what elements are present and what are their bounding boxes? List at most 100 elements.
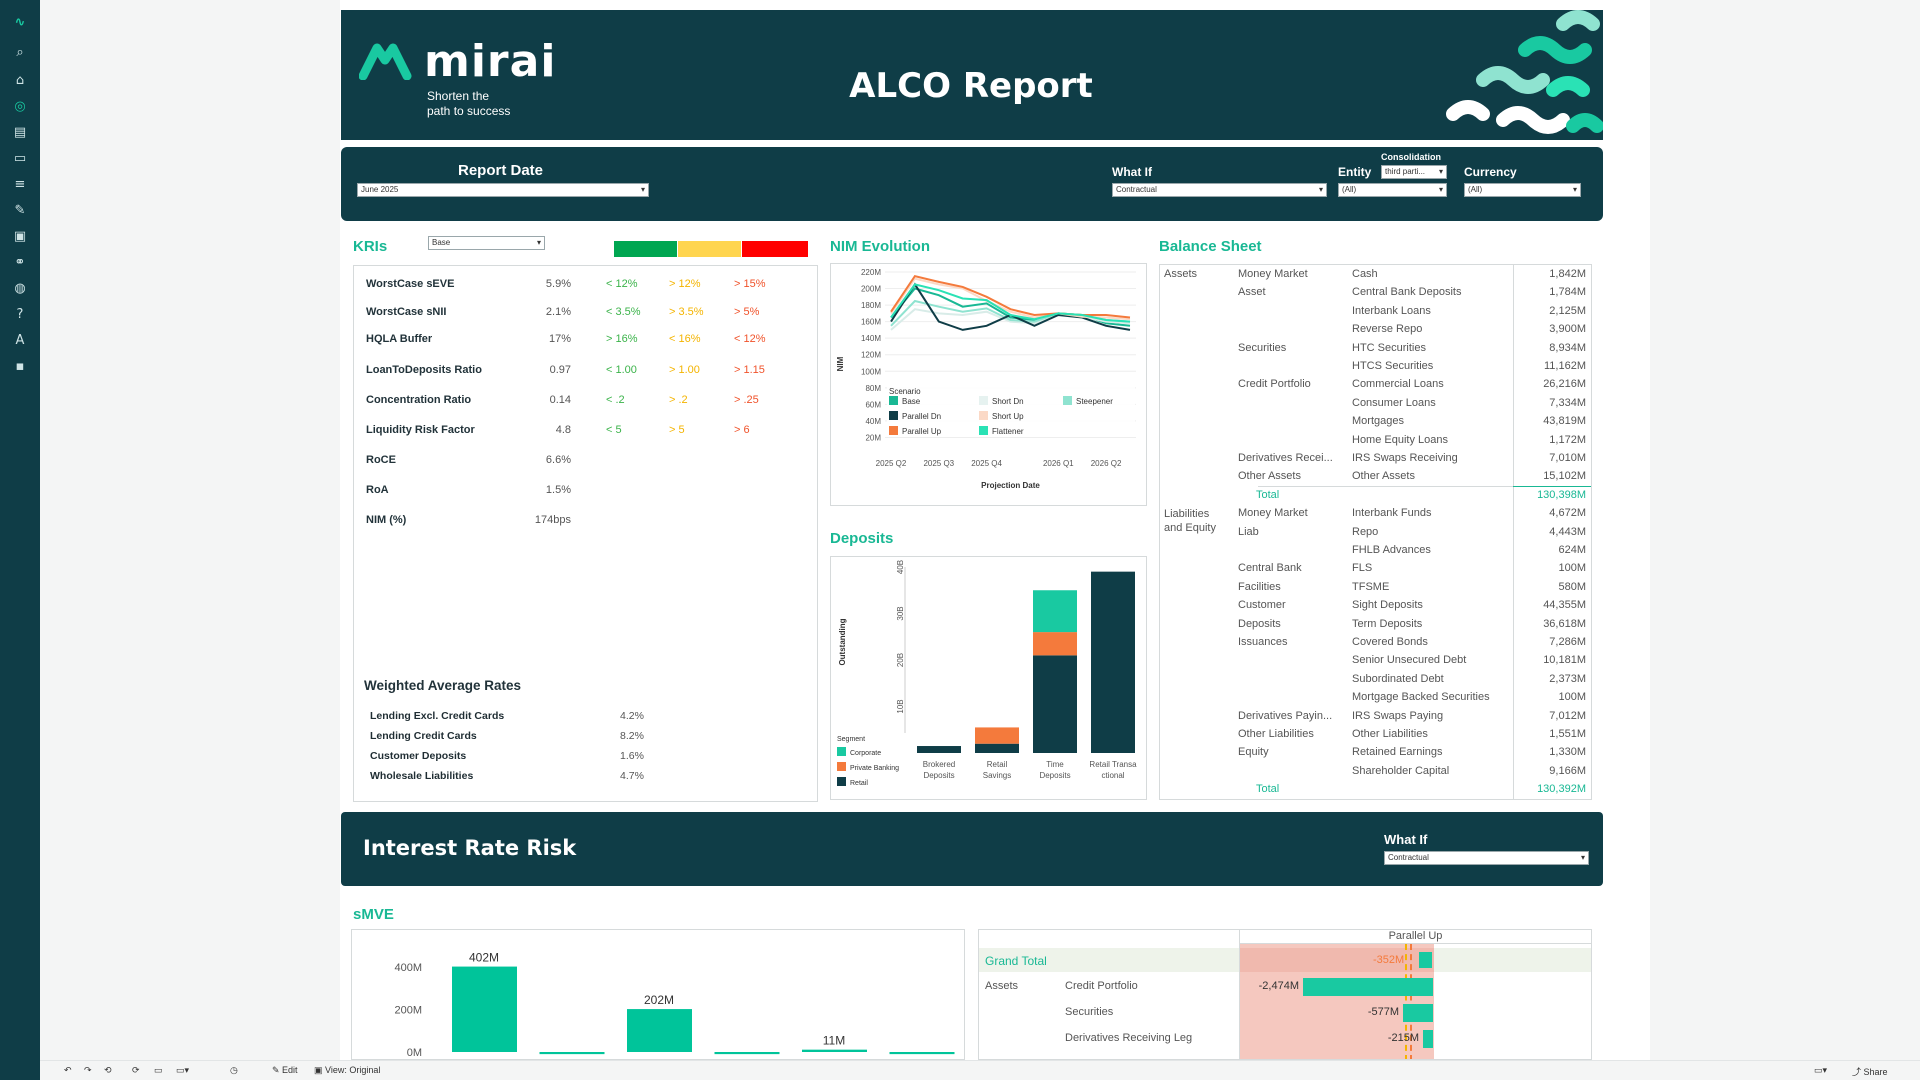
mirai-logo-icon[interactable]: ∿ (14, 15, 26, 30)
bs-value: 43,819M (1543, 415, 1586, 428)
reports-icon[interactable]: ≡ (14, 177, 26, 192)
help-icon[interactable]: ? (16, 307, 24, 322)
irr-row-name: Securities (1065, 1006, 1114, 1018)
nim-x-tick: 2026 Q2 (1091, 459, 1122, 468)
pause-icon[interactable]: ▭ (154, 1065, 163, 1075)
bs-item: Retained Earnings (1352, 746, 1443, 759)
smve-title: sMVE (353, 906, 394, 923)
kri-row: Concentration Ratio 0.14 < .2 > .2 > .25 (366, 394, 816, 414)
report-date-select[interactable]: June 2025 ▾ (357, 183, 649, 197)
kri-value: 4.8 (555, 424, 571, 436)
war-value: 1.6% (620, 750, 644, 762)
nim-legend-item: Parallel Up (902, 427, 942, 436)
deposits-bar-chart: 40B30B20B10B0BOutstandingBrokeredDeposit… (835, 560, 1137, 797)
documents-icon[interactable]: ▭ (13, 151, 27, 166)
smve-data-label: 11M (823, 1034, 845, 1048)
home-icon[interactable]: ⌂ (15, 73, 25, 88)
undo-icon[interactable]: ↶ (64, 1065, 72, 1075)
irr-what-if-select[interactable]: Contractual ▾ (1384, 851, 1589, 865)
kri-value: 2.1% (545, 306, 571, 318)
globe-icon[interactable]: ◍ (14, 281, 26, 296)
collections-icon[interactable]: ▤ (13, 125, 27, 140)
tools-icon[interactable]: ✎ (14, 203, 26, 218)
bs-item: Interbank Loans (1352, 304, 1431, 317)
explore-icon[interactable]: ◎ (14, 99, 26, 114)
report-date-label: Report Date (458, 162, 544, 179)
redo-icon[interactable]: ↷ (84, 1065, 92, 1075)
chevron-down-icon: ▾ (1438, 185, 1443, 194)
what-if-label: What If (1112, 165, 1152, 179)
bs-group: Securities (1238, 341, 1287, 354)
connections-icon[interactable]: ⚭ (14, 255, 26, 270)
kri-name: WorstCase sEVE (366, 278, 455, 290)
war-name: Lending Credit Cards (370, 730, 477, 742)
nim-series-parallel-up (890, 274, 1131, 319)
irr-assets-label: Assets (985, 980, 1019, 992)
chevron-down-icon: ▾ (1438, 167, 1443, 176)
bs-value: 7,334M (1549, 396, 1586, 409)
share-button[interactable]: ⤴ Share (1852, 1067, 1888, 1077)
kri-name: NIM (%) (366, 514, 407, 526)
bs-liab-label-1: Liabilities (1164, 508, 1210, 520)
bs-group: Money Market (1238, 268, 1308, 280)
bs-value: 1,172M (1549, 433, 1586, 446)
bs-value: 4,443M (1549, 525, 1586, 538)
what-if-select[interactable]: Contractual ▾ (1112, 183, 1327, 197)
nim-series-flattener (890, 283, 1131, 323)
translate-icon[interactable]: A (15, 333, 25, 348)
bs-group: Facilities (1238, 580, 1281, 593)
currency-select[interactable]: (All) ▾ (1464, 183, 1581, 197)
kri-scenario-select[interactable]: Base ▾ (428, 236, 545, 250)
bs-value: 7,010M (1549, 452, 1586, 464)
account-icon[interactable]: ▪ (15, 359, 25, 374)
messages-icon[interactable]: ▣ (13, 229, 27, 244)
bs-group: Asset (1238, 286, 1266, 299)
bs-group: Total (1256, 783, 1280, 796)
chevron-down-icon: ▾ (1572, 185, 1577, 194)
nim-y-tick: 40M (865, 417, 881, 426)
kri-yellow-threshold: < 16% (669, 333, 701, 345)
kri-yellow-threshold: > .2 (669, 394, 688, 406)
nim-y-tick: 20M (865, 433, 881, 442)
smve-bar (889, 1052, 955, 1055)
nim-legend-bg (887, 384, 1135, 436)
clock-icon[interactable]: ◷ (230, 1065, 238, 1075)
war-value: 8.2% (620, 730, 644, 742)
search-icon[interactable]: ⌕ (16, 45, 24, 60)
grand-total-label: Grand Total (985, 954, 1047, 968)
filter-bar: Report Date June 2025 ▾ What If Contractu… (341, 147, 1603, 221)
dep-legend-title: Segment (837, 736, 865, 743)
bs-value: 9,166M (1549, 764, 1586, 777)
deposits-title: Deposits (830, 530, 894, 547)
revert-icon[interactable]: ⟲ (104, 1065, 112, 1075)
entity-select[interactable]: (All) ▾ (1338, 183, 1447, 197)
nim-x-tick: 2026 Q1 (1043, 459, 1074, 468)
edit-button[interactable]: ✎ Edit (272, 1065, 298, 1075)
bs-item: Sight Deposits (1352, 599, 1423, 612)
device-preview-icon[interactable]: ▭▾ (176, 1065, 190, 1075)
refresh-icon[interactable]: ⟳ (132, 1065, 140, 1075)
bs-value: 130,392M (1537, 783, 1586, 796)
irr-title: Interest Rate Risk (363, 836, 577, 860)
kri-name: WorstCase sNII (366, 306, 447, 318)
kri-row: RoA 1.5% (366, 484, 816, 504)
smve-chart-panel: 400M 200M 0M 402M 202M 11M (351, 929, 965, 1060)
dep-y-tick: 40B (896, 560, 905, 574)
bs-item: Other Liabilities (1352, 728, 1428, 740)
smve-bar (802, 1049, 867, 1052)
bs-item: Other Assets (1352, 470, 1415, 483)
nim-legend-swatch (979, 426, 988, 435)
currency-value: (All) (1468, 185, 1483, 194)
bottom-toolbar: ↶ ↷ ⟲ ⟳ ▭ ▭▾ ◷ ✎ Edit ▣ View: Original ▭… (40, 1060, 1920, 1080)
bs-item: Mortgages (1352, 415, 1404, 428)
bs-item: IRS Swaps Paying (1352, 709, 1444, 722)
kri-name: RoA (366, 484, 389, 496)
irr-row-bar (1403, 1004, 1433, 1022)
kri-value: 0.97 (549, 364, 571, 376)
bs-item: Term Deposits (1352, 617, 1423, 630)
consolidation-select[interactable]: third parti... ▾ (1381, 165, 1447, 179)
nim-legend-swatch (1063, 396, 1072, 405)
view-original-button[interactable]: ▣ View: Original (314, 1065, 381, 1075)
device-layout-icon[interactable]: ▭▾ (1814, 1065, 1828, 1075)
bs-value: 15,102M (1543, 470, 1586, 483)
